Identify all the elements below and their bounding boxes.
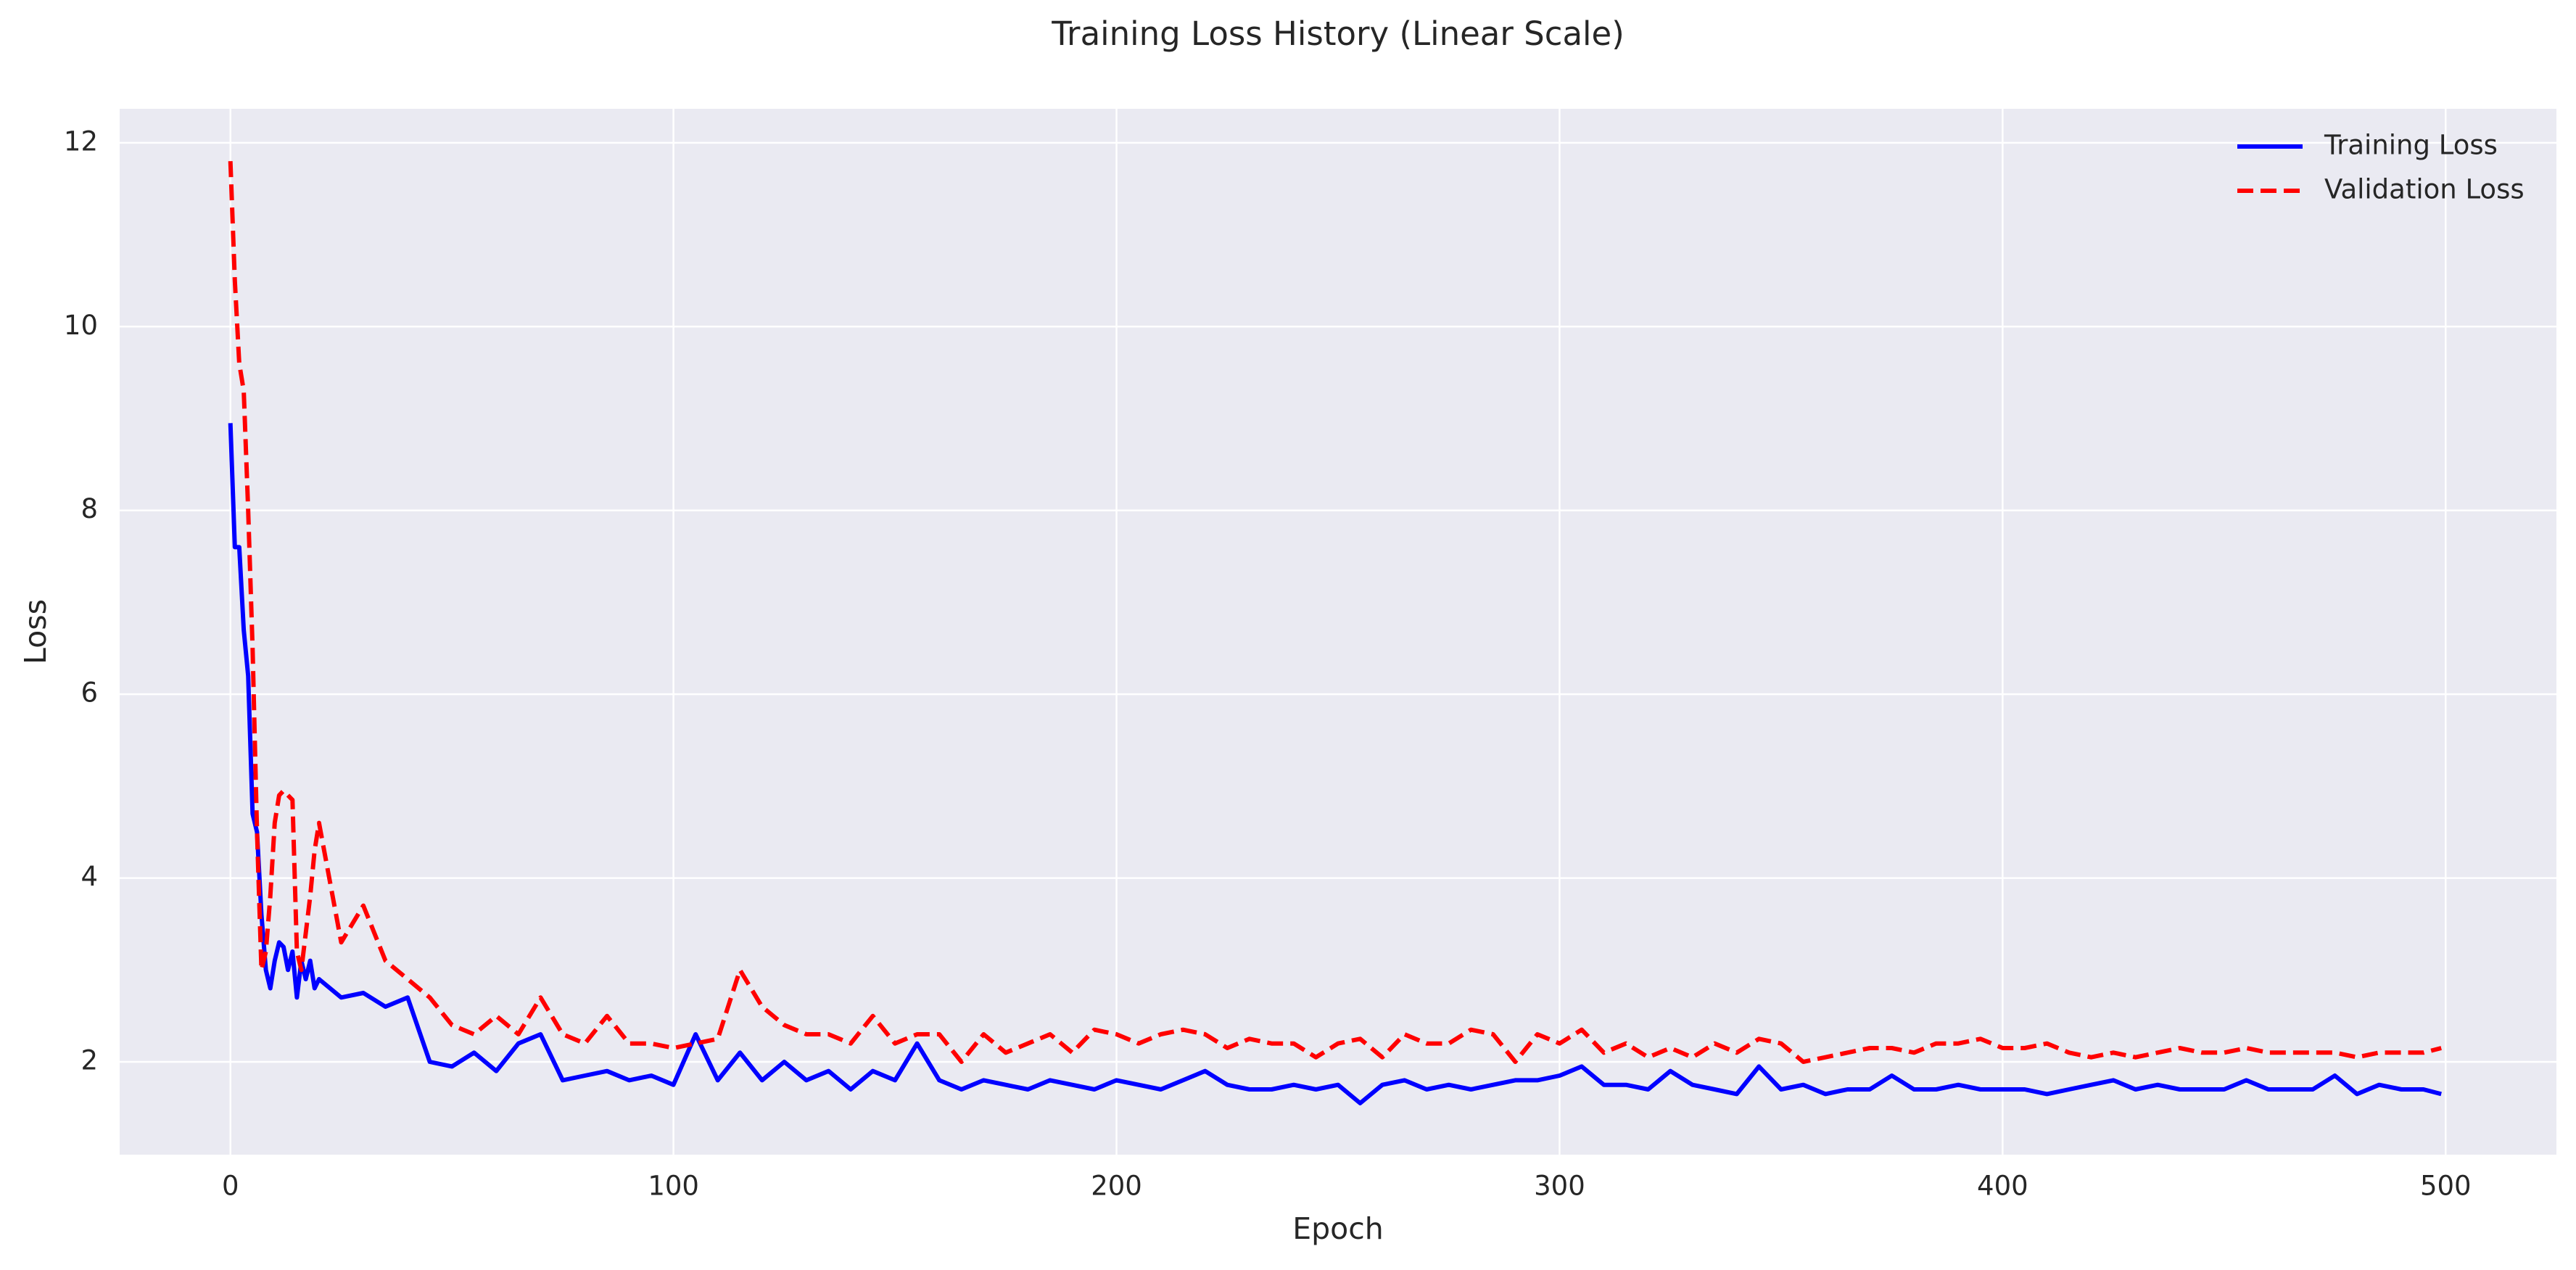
y-axis-label: Loss: [18, 599, 53, 664]
legend-label: Validation Loss: [2324, 174, 2525, 205]
chart-title: Training Loss History (Linear Scale): [1051, 15, 1625, 53]
y-tick-label: 12: [64, 125, 98, 157]
series-line: [228, 161, 2442, 1064]
x-tick-label: 500: [2420, 1171, 2472, 1202]
legend-label: Training Loss: [2324, 130, 2498, 161]
x-tick-label: 100: [648, 1171, 699, 1202]
y-tick-label: 8: [80, 493, 98, 524]
series-line: [228, 423, 2442, 1105]
y-tick-label: 4: [80, 861, 98, 892]
y-tick-label: 6: [80, 677, 98, 709]
x-tick-label: 300: [1534, 1171, 1585, 1202]
plot-area: [120, 109, 2556, 1155]
x-tick-label: 0: [222, 1171, 239, 1202]
y-tick-label: 10: [64, 310, 98, 341]
x-tick-label: 400: [1977, 1171, 2028, 1202]
x-tick-label: 200: [1091, 1171, 1142, 1202]
y-tick-label: 2: [80, 1045, 98, 1076]
x-axis-label: Epoch: [1292, 1211, 1384, 1246]
